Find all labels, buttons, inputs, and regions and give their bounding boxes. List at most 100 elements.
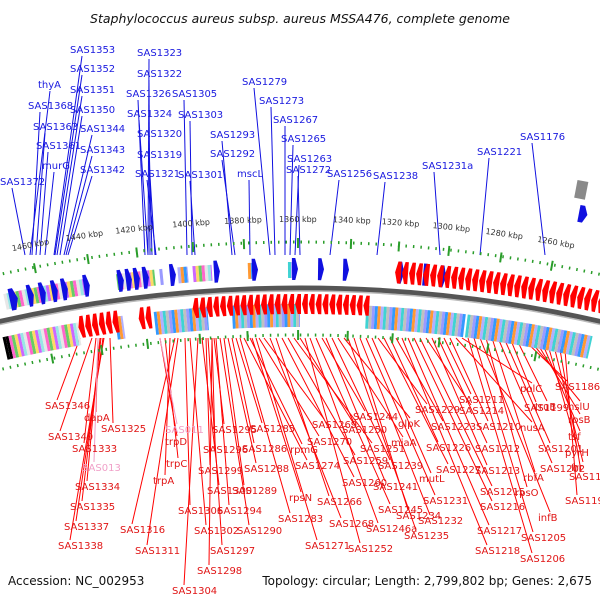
reverse-cds-block: [40, 328, 48, 352]
kbp-tick-mark: [447, 245, 451, 256]
reverse-cds-block: [2, 336, 11, 360]
reverse-cds-block: [579, 334, 588, 358]
gene-leader-line: [359, 337, 431, 516]
gene-label: SAS1299: [198, 466, 243, 477]
reverse-gene-arrow: [138, 307, 146, 330]
gene-label: SAS011: [165, 425, 204, 436]
reverse-cds-block: [571, 332, 579, 356]
gene-leader-line: [309, 337, 379, 524]
reverse-cds-block: [470, 315, 477, 339]
reverse-cds-block: [58, 325, 66, 349]
kbp-tick-mark: [32, 263, 37, 274]
gene-leader-line: [563, 337, 578, 496]
gene-label: trpD: [165, 437, 187, 448]
reverse-cds-block: [464, 314, 471, 338]
gene-label: SAS1321: [135, 169, 180, 180]
kbp-tick-label: 1400 kbp: [172, 218, 210, 230]
gene-label: SAS1241: [373, 482, 418, 493]
gene-leader-line: [433, 171, 441, 256]
reverse-gene-arrow: [112, 310, 120, 333]
forward-gene-arrow: [141, 266, 149, 289]
gene-leader-line: [215, 337, 230, 506]
forward-cds-block: [186, 266, 189, 283]
gene-label: SAS1205: [521, 533, 566, 544]
gene-label: SAS1342: [80, 165, 125, 176]
kbp-tick-label: 1340 kbp: [333, 215, 371, 225]
gene-leader-line: [353, 337, 409, 511]
gene-leader-line: [67, 175, 93, 256]
reverse-cds-block: [174, 309, 180, 333]
reverse-cds-block: [180, 309, 185, 333]
gene-label: SAS1238: [373, 171, 418, 182]
kbp-tick-mark: [533, 351, 538, 362]
gene-label: SAS1294: [217, 506, 262, 517]
gene-leader-line: [184, 337, 191, 506]
reverse-cds-block: [490, 318, 498, 342]
forward-gene-arrow: [251, 258, 258, 281]
gene-leader-line: [243, 337, 308, 461]
gene-label: SAS1197: [565, 496, 600, 507]
reverse-gene-arrow: [315, 294, 322, 315]
forward-cds-block: [149, 269, 154, 287]
gene-leader-line: [189, 180, 196, 256]
gene-leader-line: [235, 337, 263, 424]
reverse-cds-block: [46, 327, 54, 351]
gene-label: SAS1250: [342, 425, 387, 436]
gene-leader-line: [287, 337, 356, 456]
forward-cds-block: [21, 289, 28, 306]
gene-leader-line: [419, 337, 493, 487]
reverse-cds-block: [168, 310, 174, 334]
reverse-cds-block: [117, 316, 124, 340]
reverse-cds-block: [414, 309, 419, 333]
reverse-cds-block: [11, 334, 20, 358]
gene-label: SAS1271: [305, 541, 350, 552]
gene-leader-line: [227, 337, 257, 464]
forward-cds-block: [183, 266, 188, 283]
gene-leader-line: [376, 181, 386, 256]
gene-label: SAS1227: [436, 465, 481, 476]
reverse-gene-arrow: [577, 286, 586, 310]
gene-label: SAS1211: [459, 395, 504, 406]
reverse-cds-block: [63, 324, 71, 348]
reverse-gene-arrow: [500, 273, 508, 296]
forward-cds-block: [78, 279, 85, 296]
gene-label: SAS1251: [360, 444, 405, 455]
reverse-cds-block: [525, 323, 533, 347]
reverse-cds-block: [473, 315, 480, 339]
gene-leader-line: [255, 337, 318, 541]
gene-leader-line: [83, 337, 97, 444]
forward-cds-block: [192, 265, 197, 283]
gene-leader-line: [389, 337, 439, 443]
gene-leader-line: [289, 144, 294, 256]
gene-label: SAS1274: [295, 461, 340, 472]
reverse-cds-block: [49, 326, 57, 351]
reverse-cds-block: [551, 328, 559, 352]
reverse-gene-arrow: [105, 311, 113, 334]
reverse-cds-block: [460, 313, 466, 338]
gene-label: SAS1201: [538, 444, 583, 455]
gene-label: SAS1304: [172, 586, 217, 597]
forward-cds-block: [66, 281, 73, 298]
reverse-cds-block: [542, 326, 550, 350]
reverse-gene-arrow: [535, 278, 544, 302]
gene-leader-line: [325, 337, 386, 482]
gene-leader-line: [467, 337, 533, 554]
gene-leader-line: [365, 337, 436, 496]
reverse-cds-block: [531, 324, 538, 348]
reverse-cds-block: [408, 308, 414, 332]
reverse-cds-block: [502, 319, 509, 344]
forward-cds-block: [204, 265, 209, 282]
gene-leader-line: [343, 337, 411, 419]
map-title: Staphylococcus aureus subsp. aureus MSSA…: [90, 11, 510, 26]
gene-label: SAS1259: [343, 456, 388, 467]
reverse-gene-arrow: [363, 295, 370, 316]
reverse-gene-arrow: [444, 265, 452, 289]
gene-label: SAS1296: [203, 445, 248, 456]
forward-gene-arrow: [132, 267, 140, 290]
reverse-gene-arrow: [521, 276, 529, 299]
gene-leader-line: [59, 115, 83, 256]
gene-label: SAS1333: [72, 444, 117, 455]
gene-label: SAS1176: [520, 132, 565, 143]
reverse-cds-block: [533, 325, 541, 349]
gene-label: SAS1306: [178, 506, 223, 517]
